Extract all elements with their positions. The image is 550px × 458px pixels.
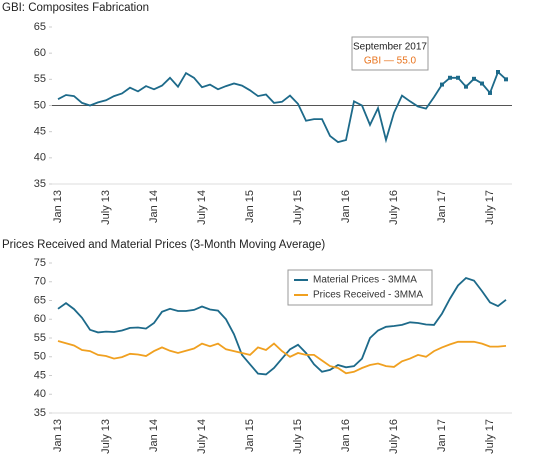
annotation: September 2017 [353, 42, 427, 53]
y-tick-label: 35 [34, 407, 46, 419]
point-marker [440, 82, 444, 87]
point-marker [504, 77, 508, 82]
series-line [57, 340, 507, 375]
x-tick-label: Jan 17 [436, 419, 448, 452]
chart-title: GBI: Composites Fabrication [2, 2, 149, 14]
legend-box [287, 269, 433, 306]
x-tick-label: Jan 17 [436, 190, 448, 223]
y-tick-label: 70 [34, 276, 46, 288]
y-tick-label: 55 [34, 332, 46, 344]
series-line [57, 70, 507, 144]
y-tick-label: 40 [34, 152, 46, 164]
series-line [57, 276, 507, 376]
legend-label: Material Prices - 3MMA [313, 275, 417, 286]
y-tick-label: 75 [34, 257, 46, 269]
x-tick-label: July 15 [292, 419, 304, 454]
point-marker [496, 70, 500, 75]
x-tick-label: July 16 [388, 190, 400, 225]
x-tick-label: July 16 [388, 419, 400, 454]
point-marker [456, 75, 460, 80]
x-tick-label: Jan 16 [340, 419, 352, 452]
x-tick-label: July 13 [100, 190, 112, 225]
point-marker [488, 90, 492, 95]
y-tick-label: 45 [34, 126, 46, 138]
y-tick-label: 45 [34, 369, 46, 381]
x-tick-label: July 13 [100, 419, 112, 454]
annotation-box [351, 36, 429, 71]
point-marker [464, 84, 468, 89]
x-tick-label: Jan 15 [244, 419, 256, 452]
x-tick-label: Jan 16 [340, 190, 352, 223]
y-tick-label: 35 [34, 178, 46, 190]
y-tick-label: 50 [34, 99, 46, 111]
y-tick-label: 65 [34, 21, 46, 33]
point-marker [480, 81, 484, 86]
annotation: GBI — 55.0 [364, 56, 417, 67]
point-marker [472, 76, 476, 81]
x-tick-label: July 17 [484, 190, 496, 225]
x-tick-label: Jan 14 [148, 419, 160, 452]
legend-label: Prices Received - 3MMA [313, 290, 423, 301]
point-marker [448, 75, 452, 80]
y-tick-label: 60 [34, 313, 46, 325]
y-tick-label: 60 [34, 47, 46, 59]
x-tick-label: Jan 14 [148, 190, 160, 223]
y-tick-label: 55 [34, 73, 46, 85]
x-tick-label: July 17 [484, 419, 496, 454]
y-tick-label: 40 [34, 388, 46, 400]
y-tick-label: 65 [34, 294, 46, 306]
x-tick-label: Jan 15 [244, 190, 256, 223]
x-tick-label: Jan 13 [52, 419, 64, 452]
y-tick-label: 50 [34, 351, 46, 363]
x-tick-label: Jan 13 [52, 190, 64, 223]
chart-title: Prices Received and Material Prices (3-M… [2, 239, 325, 251]
x-tick-label: July 14 [196, 190, 208, 225]
x-tick-label: July 15 [292, 190, 304, 225]
x-tick-label: July 14 [196, 419, 208, 454]
